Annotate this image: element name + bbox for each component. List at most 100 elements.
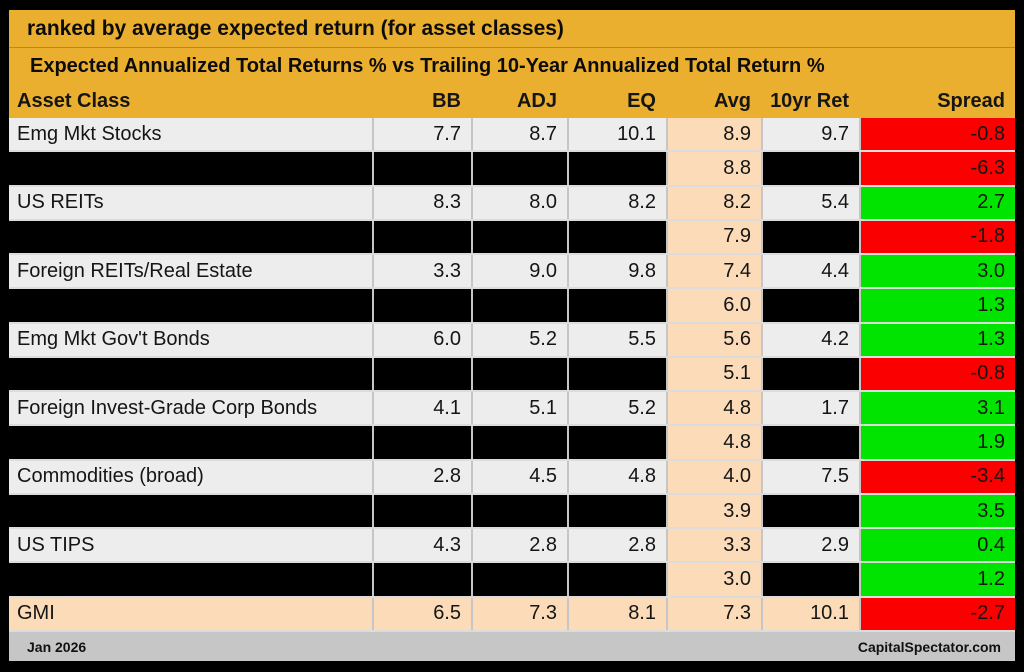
asset-class-cell [9, 426, 372, 459]
table-row: 6.0 1.3 [9, 289, 1015, 324]
10yr-ret-cell [761, 563, 859, 596]
column-header-adj: ADJ [516, 90, 557, 112]
eq-cell [567, 563, 666, 596]
adj-cell: 5.2 [471, 323, 567, 356]
asset-class-cell: US REITs [17, 191, 104, 214]
avg-cell: 5.6 [666, 323, 761, 356]
avg-cell: 3.9 [666, 494, 761, 528]
avg-cell: 4.8 [666, 426, 761, 459]
table-row: 4.8 1.9 [9, 426, 1015, 461]
adj-cell: 4.5 [471, 460, 567, 493]
table-row: Foreign Invest-Grade Corp Bonds 4.1 5.1 5.2… [9, 392, 1015, 427]
10yr-ret-cell: 5.4 [761, 186, 859, 219]
asset-class-cell: Emg Mkt Gov't Bonds [17, 328, 210, 351]
bb-cell: 8.3 [372, 186, 471, 219]
eq-cell: 5.5 [567, 323, 666, 356]
10yr-ret-cell [761, 220, 859, 254]
10yr-ret-cell: 2.9 [761, 529, 859, 562]
table-row: Commodities (broad) 2.8 4.5 4.8 4.0 7.5 -3.4 [9, 460, 1015, 495]
avg-cell: 3.3 [666, 529, 761, 562]
adj-cell: 9.0 [471, 255, 567, 288]
bb-cell: 4.1 [372, 392, 471, 425]
bb-cell [372, 357, 471, 391]
bb-cell [372, 289, 471, 322]
table-row: US TIPS 4.3 2.8 2.8 3.3 2.9 0.4 [9, 529, 1015, 564]
adj-cell [471, 152, 567, 185]
avg-cell: 7.9 [666, 220, 761, 254]
adj-cell: 8.0 [471, 186, 567, 219]
spread-cell: 0.4 [859, 529, 1015, 562]
10yr-ret-cell [761, 357, 859, 391]
table-row: 3.9 3.5 [9, 494, 1015, 530]
asset-class-cell [9, 152, 372, 185]
10yr-ret-cell: 7.5 [761, 460, 859, 493]
asset-class-cell [9, 563, 372, 596]
avg-cell: 7.3 [666, 597, 761, 630]
spread-cell: 1.3 [859, 289, 1015, 322]
column-header-10yr-ret: 10yr Ret [770, 90, 849, 112]
spread-cell: 1.3 [859, 323, 1015, 356]
bb-cell: 7.7 [372, 118, 471, 151]
eq-cell [567, 494, 666, 528]
table-row: Foreign REITs/Real Estate 3.3 9.0 9.8 7.4 4.4… [9, 255, 1015, 290]
eq-cell: 5.2 [567, 392, 666, 425]
10yr-ret-cell: 1.7 [761, 392, 859, 425]
asset-class-cell: Emg Mkt Stocks [17, 122, 162, 145]
page-subtitle: Expected Annualized Total Returns % vs T… [9, 47, 1015, 85]
adj-cell [471, 494, 567, 528]
10yr-ret-cell: 4.2 [761, 323, 859, 356]
bb-cell [372, 152, 471, 185]
eq-cell: 10.1 [567, 118, 666, 151]
bb-cell: 2.8 [372, 460, 471, 493]
spread-cell: 3.5 [859, 494, 1015, 528]
10yr-ret-cell [761, 289, 859, 322]
10yr-ret-cell [761, 426, 859, 459]
column-header-eq: EQ [627, 90, 656, 112]
10yr-ret-cell: 10.1 [761, 597, 859, 630]
table-row: 7.9 -1.8 [9, 220, 1015, 256]
asset-class-cell [9, 289, 372, 322]
bb-cell [372, 494, 471, 528]
spread-cell: -3.4 [859, 460, 1015, 493]
eq-cell: 2.8 [567, 529, 666, 562]
adj-cell [471, 357, 567, 391]
column-header-bb: BB [432, 90, 461, 112]
table-row: Emg Mkt Stocks 7.7 8.7 10.1 8.9 9.7 -0.8 [9, 118, 1015, 153]
column-header-row: Asset Class BB ADJ EQ Avg 10yr Ret Sprea… [9, 85, 1015, 118]
adj-cell: 7.3 [471, 597, 567, 630]
avg-cell: 4.0 [666, 460, 761, 493]
spread-cell: -0.8 [859, 357, 1015, 391]
asset-class-cell [9, 220, 372, 254]
spread-cell: -0.8 [859, 118, 1015, 151]
avg-cell: 3.0 [666, 563, 761, 596]
bb-cell: 3.3 [372, 255, 471, 288]
avg-cell: 7.4 [666, 255, 761, 288]
spread-cell: 2.7 [859, 186, 1015, 219]
eq-cell: 8.1 [567, 597, 666, 630]
bb-cell [372, 563, 471, 596]
eq-cell [567, 426, 666, 459]
adj-cell: 5.1 [471, 392, 567, 425]
avg-cell: 8.8 [666, 152, 761, 185]
eq-cell [567, 152, 666, 185]
spread-cell: 3.0 [859, 255, 1015, 288]
asset-class-cell: GMI [9, 597, 372, 630]
adj-cell: 2.8 [471, 529, 567, 562]
adj-cell [471, 289, 567, 322]
adj-cell [471, 220, 567, 254]
table-row: 3.0 1.2 [9, 563, 1015, 598]
avg-cell: 8.2 [666, 186, 761, 219]
asset-class-cell: Commodities (broad) [17, 465, 204, 488]
table-row: US REITs 8.3 8.0 8.2 8.2 5.4 2.7 [9, 186, 1015, 221]
table-row: GMI 6.5 7.3 8.1 7.3 10.1 -2.7 [9, 597, 1015, 632]
asset-class-cell: US TIPS [17, 533, 95, 556]
bb-cell [372, 220, 471, 254]
bb-cell: 6.5 [372, 597, 471, 630]
asset-class-cell: Foreign Invest-Grade Corp Bonds [17, 396, 318, 419]
spread-cell: -2.7 [859, 597, 1015, 630]
spread-cell: -6.3 [859, 152, 1015, 185]
spread-cell: 3.1 [859, 392, 1015, 425]
eq-cell [567, 220, 666, 254]
avg-cell: 8.9 [666, 118, 761, 151]
spread-cell: -1.8 [859, 220, 1015, 254]
